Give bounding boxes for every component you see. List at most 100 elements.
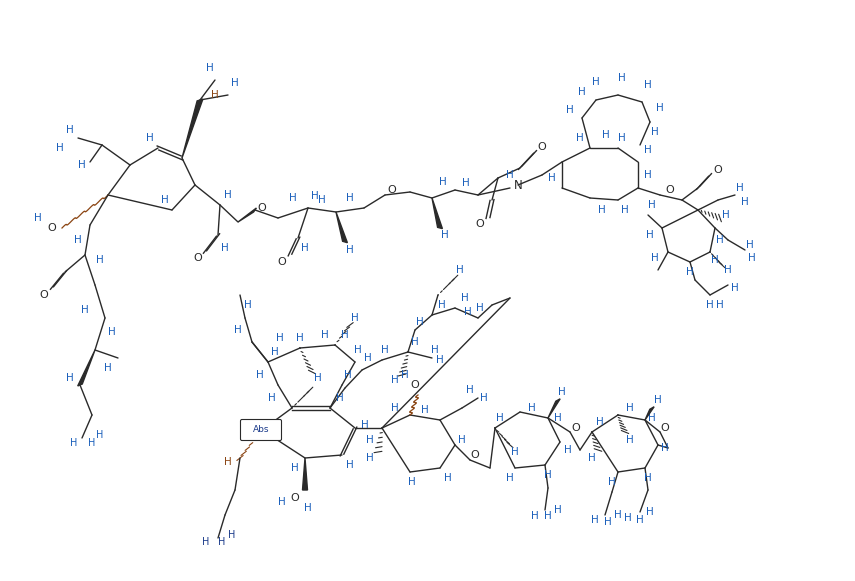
Text: H: H bbox=[34, 213, 42, 223]
Text: H: H bbox=[644, 473, 652, 483]
Text: H: H bbox=[311, 191, 319, 201]
Text: H: H bbox=[578, 87, 586, 97]
Text: H: H bbox=[731, 283, 739, 293]
Text: H: H bbox=[96, 255, 103, 265]
Text: H: H bbox=[411, 337, 419, 347]
Text: H: H bbox=[652, 253, 659, 263]
Text: H: H bbox=[218, 537, 226, 547]
Text: H: H bbox=[431, 345, 439, 355]
Text: H: H bbox=[245, 300, 252, 310]
Text: H: H bbox=[626, 403, 634, 413]
Text: H: H bbox=[506, 473, 514, 483]
Text: H: H bbox=[618, 73, 626, 83]
Text: O: O bbox=[48, 223, 56, 233]
Text: H: H bbox=[461, 293, 469, 303]
Text: H: H bbox=[716, 300, 724, 310]
Text: H: H bbox=[716, 235, 724, 245]
Text: O: O bbox=[193, 253, 203, 263]
Text: H: H bbox=[439, 177, 447, 187]
Text: H: H bbox=[624, 513, 632, 523]
Text: H: H bbox=[481, 393, 488, 403]
Text: H: H bbox=[88, 438, 96, 448]
Text: H: H bbox=[366, 435, 374, 445]
Text: H: H bbox=[476, 303, 484, 313]
Text: H: H bbox=[724, 265, 732, 275]
Text: H: H bbox=[276, 333, 284, 343]
Text: H: H bbox=[646, 507, 654, 517]
Text: H: H bbox=[464, 307, 472, 317]
Text: H: H bbox=[621, 205, 629, 215]
Text: H: H bbox=[462, 178, 470, 188]
Text: H: H bbox=[554, 505, 562, 515]
Text: H: H bbox=[354, 345, 362, 355]
Text: Abs: Abs bbox=[253, 425, 269, 435]
Text: H: H bbox=[564, 445, 572, 455]
Text: H: H bbox=[598, 205, 606, 215]
Text: H: H bbox=[496, 413, 504, 423]
Text: H: H bbox=[301, 243, 309, 253]
Text: H: H bbox=[318, 195, 326, 205]
Text: H: H bbox=[544, 511, 551, 521]
Text: H: H bbox=[221, 243, 229, 253]
Text: H: H bbox=[436, 355, 444, 365]
Text: H: H bbox=[458, 435, 466, 445]
Text: H: H bbox=[656, 103, 663, 113]
Text: H: H bbox=[56, 143, 64, 153]
Text: H: H bbox=[361, 420, 369, 430]
Text: O: O bbox=[470, 450, 480, 460]
Text: H: H bbox=[296, 333, 304, 343]
Text: H: H bbox=[108, 327, 116, 337]
Text: H: H bbox=[391, 375, 399, 385]
Text: H: H bbox=[321, 330, 329, 340]
Text: H: H bbox=[554, 413, 562, 423]
Text: H: H bbox=[661, 443, 669, 453]
Text: H: H bbox=[422, 405, 429, 415]
Text: O: O bbox=[257, 203, 267, 213]
Text: H: H bbox=[346, 460, 354, 470]
Text: H: H bbox=[444, 473, 452, 483]
Text: H: H bbox=[224, 457, 232, 467]
Text: H: H bbox=[231, 78, 239, 88]
Text: H: H bbox=[66, 125, 74, 135]
Text: H: H bbox=[234, 325, 242, 335]
Polygon shape bbox=[336, 212, 347, 243]
Text: H: H bbox=[746, 240, 754, 250]
Text: H: H bbox=[588, 453, 596, 463]
Text: H: H bbox=[364, 353, 372, 363]
Text: O: O bbox=[278, 257, 286, 267]
Text: H: H bbox=[608, 477, 616, 487]
Text: H: H bbox=[438, 300, 445, 310]
Text: H: H bbox=[548, 173, 556, 183]
Polygon shape bbox=[548, 399, 560, 418]
Text: H: H bbox=[408, 477, 416, 487]
Text: H: H bbox=[104, 363, 112, 373]
Polygon shape bbox=[303, 458, 308, 490]
Polygon shape bbox=[78, 350, 95, 386]
Text: O: O bbox=[714, 165, 722, 175]
Text: H: H bbox=[291, 463, 299, 473]
Text: H: H bbox=[706, 300, 714, 310]
Text: H: H bbox=[304, 503, 312, 513]
Text: H: H bbox=[652, 127, 659, 137]
Text: H: H bbox=[341, 330, 349, 340]
Text: H: H bbox=[736, 183, 744, 193]
Text: H: H bbox=[558, 387, 566, 397]
Text: H: H bbox=[531, 511, 539, 521]
Text: H: H bbox=[566, 105, 574, 115]
Text: H: H bbox=[224, 190, 232, 200]
Text: O: O bbox=[661, 423, 669, 433]
Text: H: H bbox=[314, 373, 321, 383]
Text: H: H bbox=[97, 430, 103, 440]
Text: O: O bbox=[39, 290, 49, 300]
Text: O: O bbox=[387, 185, 397, 195]
Text: H: H bbox=[289, 193, 297, 203]
Text: H: H bbox=[391, 403, 399, 413]
Text: H: H bbox=[644, 170, 652, 180]
Text: H: H bbox=[686, 267, 694, 277]
Text: H: H bbox=[344, 370, 352, 380]
Text: H: H bbox=[748, 253, 756, 263]
Text: O: O bbox=[291, 493, 299, 503]
Text: H: H bbox=[466, 385, 474, 395]
Text: O: O bbox=[666, 185, 675, 195]
Text: H: H bbox=[256, 370, 264, 380]
